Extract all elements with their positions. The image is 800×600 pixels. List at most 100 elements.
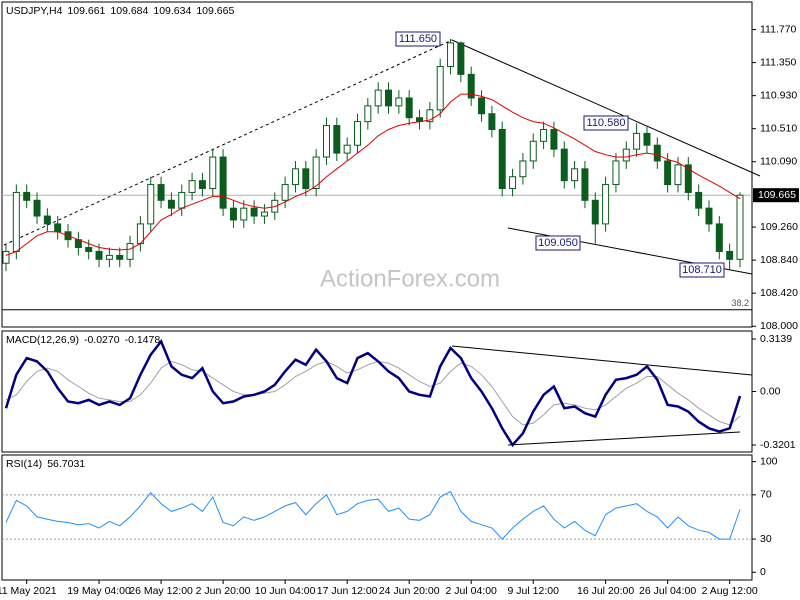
x-tick-label: 10 Jun 04:00 (255, 585, 316, 597)
candle-body (43, 215, 51, 225)
header-text: -0.0270 (84, 334, 120, 346)
candle-body (436, 66, 444, 111)
candle-body (488, 113, 496, 130)
annotation-box (535, 235, 581, 251)
candle-body (467, 73, 475, 99)
candle-body (447, 42, 455, 68)
candle-body (167, 199, 175, 209)
candle-body (612, 160, 620, 186)
y-tick-label: 0.3139 (760, 333, 792, 345)
x-tick-label: 26 Jul 04:00 (639, 585, 696, 597)
y-tick-label: 108.000 (760, 320, 798, 332)
annotation-box (395, 31, 441, 47)
candle-body (178, 191, 186, 209)
candle-body (23, 191, 31, 201)
candle-body (498, 128, 506, 190)
y-tick-label: 100 (760, 455, 778, 467)
candle-body (581, 168, 589, 201)
candle-body (188, 180, 196, 193)
candle-body (715, 223, 723, 252)
y-tick-label: 0.00 (760, 385, 781, 397)
header-text: 109.665 (196, 5, 234, 17)
candle-body (653, 144, 661, 162)
candle-body (560, 148, 568, 182)
x-tick-label: 2 Aug 12:00 (702, 585, 758, 597)
candle-body (695, 191, 703, 209)
candle-body (426, 109, 434, 123)
candle-body (126, 243, 134, 260)
y-tick-label: 108.840 (760, 254, 798, 266)
header-text: USDJPY,H4 (6, 5, 63, 17)
price-box (753, 188, 799, 203)
rsi-panel (1, 454, 753, 581)
annotation: 108.710 (679, 262, 725, 278)
y-tick-label: 110.510 (760, 122, 797, 134)
header-text: MACD(12,26,9) (6, 334, 79, 346)
x-tick-label: 26 May 12:00 (129, 585, 193, 597)
annotation-box (679, 262, 725, 278)
candle-body (85, 247, 93, 252)
candle-body (591, 199, 599, 225)
candle-body (198, 180, 206, 190)
candle-body (664, 160, 672, 186)
header-text: 109.661 (67, 5, 105, 17)
x-tick-label: 17 Jun 12:00 (317, 585, 378, 597)
candle-body (209, 156, 217, 190)
candle-body (643, 132, 651, 146)
candle-body (250, 207, 258, 217)
y-tick-label: 110.090 (760, 156, 797, 168)
annotation-label: 108.710 (682, 264, 722, 276)
y-tick-label: 108.420 (760, 287, 798, 299)
candle-body (116, 254, 124, 260)
y-tick-label: 111.770 (760, 23, 797, 35)
candle-body (622, 148, 630, 162)
candle-body (219, 156, 227, 209)
candle-body (633, 132, 641, 150)
candle-body (147, 184, 155, 225)
level-label: 38.2 (731, 298, 749, 308)
candle-body (105, 254, 113, 260)
price-panel (1, 1, 753, 328)
candle-body (343, 144, 351, 154)
candle-body (322, 125, 330, 158)
candle-body (312, 156, 320, 190)
candle-body (602, 184, 610, 225)
annotation: 111.650 (395, 31, 441, 47)
annotation-label: 111.650 (399, 33, 437, 45)
y-tick-label: 110.930 (760, 89, 797, 101)
candle-body (291, 168, 299, 186)
y-tick-label: -0.3201 (760, 439, 796, 451)
candle-body (550, 128, 558, 150)
header-text: RSI(14) (6, 458, 42, 470)
candle-body (736, 194, 744, 260)
indicator-line (5, 490, 741, 540)
price-box-label: 109.665 (758, 189, 796, 201)
moving-average (5, 93, 741, 256)
candle-body (571, 168, 579, 182)
header-text: 109.634 (153, 5, 191, 17)
candle-body (509, 176, 517, 190)
annotation-box (583, 115, 629, 131)
trend-line (3, 39, 453, 246)
annotation-label: 109.050 (538, 237, 578, 249)
candle-body (540, 128, 548, 142)
header-text: 56.7031 (47, 458, 85, 470)
candle-body (457, 42, 465, 75)
y-tick-label: 109.260 (760, 221, 798, 233)
candle-body (705, 207, 713, 225)
candle-body (281, 184, 289, 201)
trend-line (507, 431, 741, 446)
y-tick-label: 111.350 (760, 56, 797, 68)
candle-body (33, 199, 41, 217)
candle-body (395, 97, 403, 107)
x-tick-label: 2 Jul 04:00 (446, 585, 498, 597)
candle-body (374, 89, 382, 107)
x-tick-label: 2 Jun 20:00 (196, 585, 251, 597)
candle-body (478, 97, 486, 115)
candle-body (519, 160, 527, 178)
candle-body (353, 121, 361, 146)
candle-body (529, 140, 537, 162)
candle-body (364, 105, 372, 123)
candle-body (405, 97, 413, 119)
